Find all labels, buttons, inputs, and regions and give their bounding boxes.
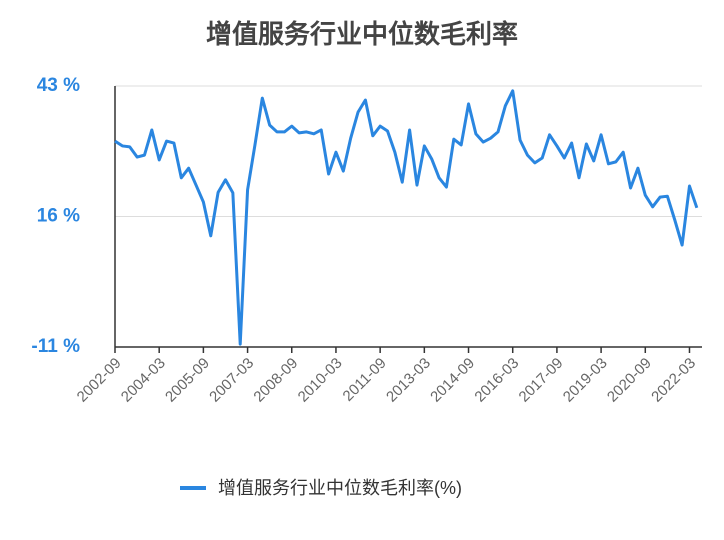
x-tick-label: 2005-09 xyxy=(162,355,213,406)
x-tick-label: 2008-09 xyxy=(250,355,301,406)
x-tick-label: 2016-03 xyxy=(471,355,522,406)
x-tick-label: 2014-09 xyxy=(427,355,478,406)
x-tick-label: 2013-03 xyxy=(383,355,434,406)
chart-title: 增值服务行业中位数毛利率 xyxy=(206,19,518,49)
x-tick-label: 2007-03 xyxy=(206,355,257,406)
x-tick-label: 2019-03 xyxy=(560,355,611,406)
x-tick-label: 2022-03 xyxy=(648,355,699,406)
x-tick-label: 2020-09 xyxy=(604,355,655,406)
y-tick-label: 43 % xyxy=(37,75,80,96)
x-tick-label: 2010-03 xyxy=(295,355,346,406)
legend-label: 增值服务行业中位数毛利率(%) xyxy=(218,478,462,498)
x-tick-label: 2002-09 xyxy=(74,355,125,406)
data-line xyxy=(114,89,699,346)
x-tick-label: 2004-03 xyxy=(118,355,169,406)
x-tick-label: 2011-09 xyxy=(340,355,390,405)
y-tick-label: -11 % xyxy=(31,336,80,357)
x-tick-label: 2017-09 xyxy=(516,355,567,406)
y-tick-label: 16 % xyxy=(37,206,80,227)
